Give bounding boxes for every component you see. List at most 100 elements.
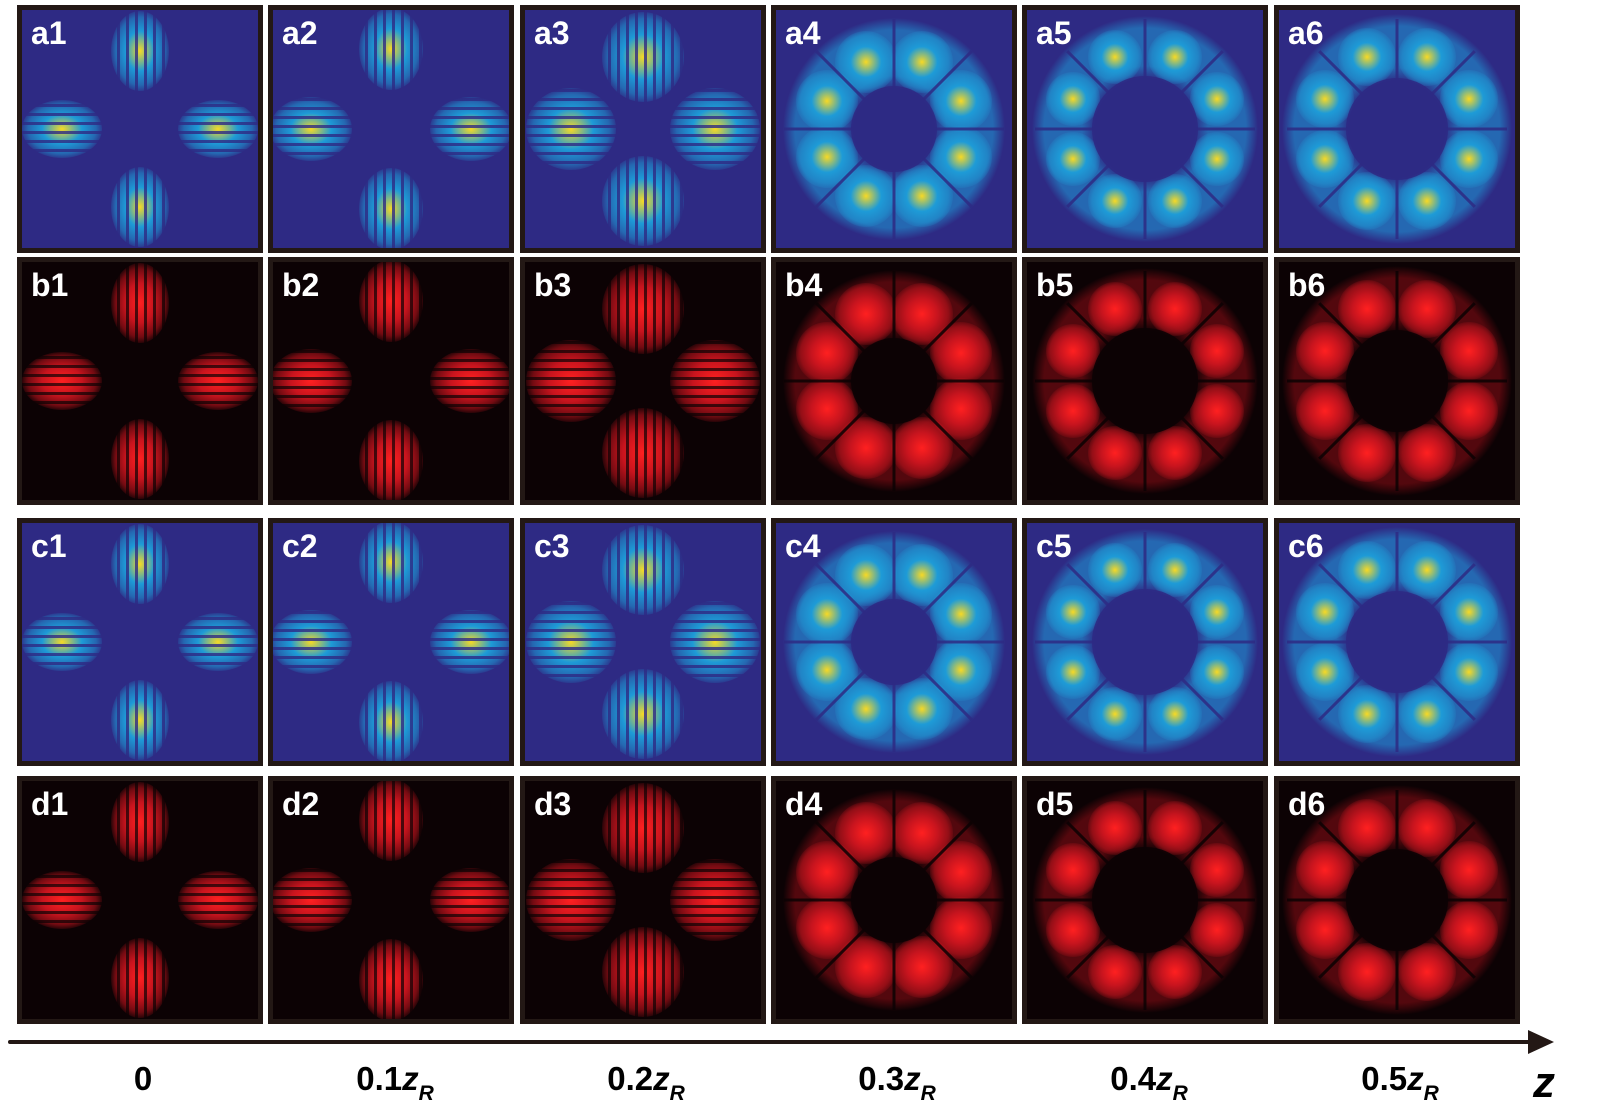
beam-lobe	[1440, 642, 1499, 701]
beam-lobe	[1190, 902, 1245, 957]
figure-grid: a1 a2 a3 a4 a5 a6 b1 b2 b3 b4 b5 b6 c1 c2 c3 c4 c5 c6 d1 d2…	[17, 5, 1566, 1031]
z-tick-label-1: 0.1zR	[356, 1060, 434, 1106]
panel-label: b1	[31, 267, 69, 303]
beam-lobe	[359, 939, 423, 1019]
beam-lobe	[111, 419, 169, 499]
panel-label: d1	[31, 786, 69, 822]
panel-d3: d3	[520, 776, 766, 1024]
intensity-pattern	[273, 523, 509, 761]
beam-lobe	[178, 871, 258, 929]
beam-lobe	[670, 601, 760, 683]
beam-lobe	[111, 263, 169, 343]
beam-lobe	[273, 97, 352, 161]
beam-lobe	[1045, 131, 1100, 186]
beam-lobe	[1045, 585, 1100, 640]
z-symbol: z	[1156, 1060, 1173, 1097]
beam-lobe	[1147, 281, 1202, 336]
beam-lobe	[1045, 644, 1100, 699]
beam-lobe	[1397, 540, 1456, 599]
beam-lobe	[602, 927, 684, 1017]
beam-lobe	[1088, 542, 1143, 597]
beam-lobe	[1045, 843, 1100, 898]
intensity-pattern	[22, 523, 258, 761]
beam-lobe	[1147, 945, 1202, 1000]
beam-lobe	[1338, 540, 1397, 599]
panel-label: c1	[31, 528, 67, 564]
beam-lobe	[430, 868, 509, 932]
panel-label: b5	[1036, 267, 1074, 303]
panel-label: a6	[1288, 15, 1324, 51]
beam-lobe	[273, 349, 352, 413]
panel-label: c2	[282, 528, 318, 564]
dark-spokes	[784, 271, 1004, 491]
beam-lobe	[111, 938, 169, 1018]
z-subscript: R	[418, 1082, 434, 1105]
beam-lobe	[22, 100, 102, 158]
beam-lobe	[526, 859, 616, 941]
panel-b2: b2	[268, 257, 514, 505]
dark-spokes	[1287, 271, 1507, 491]
intensity-pattern	[776, 262, 1012, 500]
z-tick-label-4: 0.4zR	[1110, 1060, 1188, 1106]
panel-label: b2	[282, 267, 320, 303]
beam-lobe	[602, 669, 684, 759]
dark-spokes	[784, 532, 1004, 752]
dark-spokes	[1035, 19, 1255, 239]
panel-label: c4	[785, 528, 821, 564]
panel-b1: b1	[17, 257, 263, 505]
beam-lobe	[178, 613, 258, 671]
beam-lobe	[929, 70, 992, 133]
dark-spokes	[1287, 532, 1507, 752]
beam-lobe	[1397, 279, 1456, 338]
beam-lobe	[1088, 281, 1143, 336]
z-symbol: z	[402, 1060, 419, 1097]
beam-lobe	[1147, 687, 1202, 742]
intensity-pattern	[273, 781, 509, 1019]
beam-lobe	[359, 420, 423, 500]
beam-lobe	[796, 638, 859, 701]
z-symbol: z	[1407, 1060, 1424, 1097]
panel-c3: c3	[520, 518, 766, 766]
dark-spokes	[1035, 532, 1255, 752]
beam-lobe	[359, 168, 423, 248]
panel-label: d3	[534, 786, 572, 822]
intensity-pattern	[273, 10, 509, 248]
beam-lobe	[1295, 322, 1354, 381]
intensity-pattern	[525, 781, 761, 1019]
beam-lobe	[1338, 798, 1397, 857]
beam-lobe	[526, 340, 616, 422]
beam-lobe	[670, 340, 760, 422]
panel-label: b3	[534, 267, 572, 303]
panel-label: d6	[1288, 786, 1326, 822]
panel-c2: c2	[268, 518, 514, 766]
panel-label: a2	[282, 15, 318, 51]
beam-lobe	[835, 544, 898, 607]
beam-lobe	[1295, 642, 1354, 701]
beam-lobe	[602, 783, 684, 873]
beam-lobe	[22, 871, 102, 929]
beam-lobe	[526, 88, 616, 170]
beam-lobe	[111, 782, 169, 862]
z-tick-label-5: 0.5zR	[1361, 1060, 1439, 1106]
intensity-pattern	[1027, 523, 1263, 761]
beam-lobe	[1397, 27, 1456, 86]
intensity-pattern	[776, 781, 1012, 1019]
panel-label: a5	[1036, 15, 1072, 51]
z-tick-value: 0.5	[1361, 1060, 1408, 1097]
beam-lobe	[1338, 424, 1397, 483]
intensity-pattern	[525, 262, 761, 500]
panel-label: c5	[1036, 528, 1072, 564]
beam-lobe	[1295, 70, 1354, 129]
panel-c6: c6	[1274, 518, 1520, 766]
beam-lobe	[1295, 583, 1354, 642]
beam-lobe	[1045, 902, 1100, 957]
beam-lobe	[430, 349, 509, 413]
z-symbol: z	[653, 1060, 670, 1097]
intensity-pattern	[776, 10, 1012, 248]
beam-lobe	[1397, 943, 1456, 1002]
beam-lobe	[1088, 687, 1143, 742]
dark-spokes	[1287, 790, 1507, 1010]
panel-label: b4	[785, 267, 823, 303]
z-axis-label: z	[1533, 1058, 1555, 1107]
panel-label: c6	[1288, 528, 1324, 564]
